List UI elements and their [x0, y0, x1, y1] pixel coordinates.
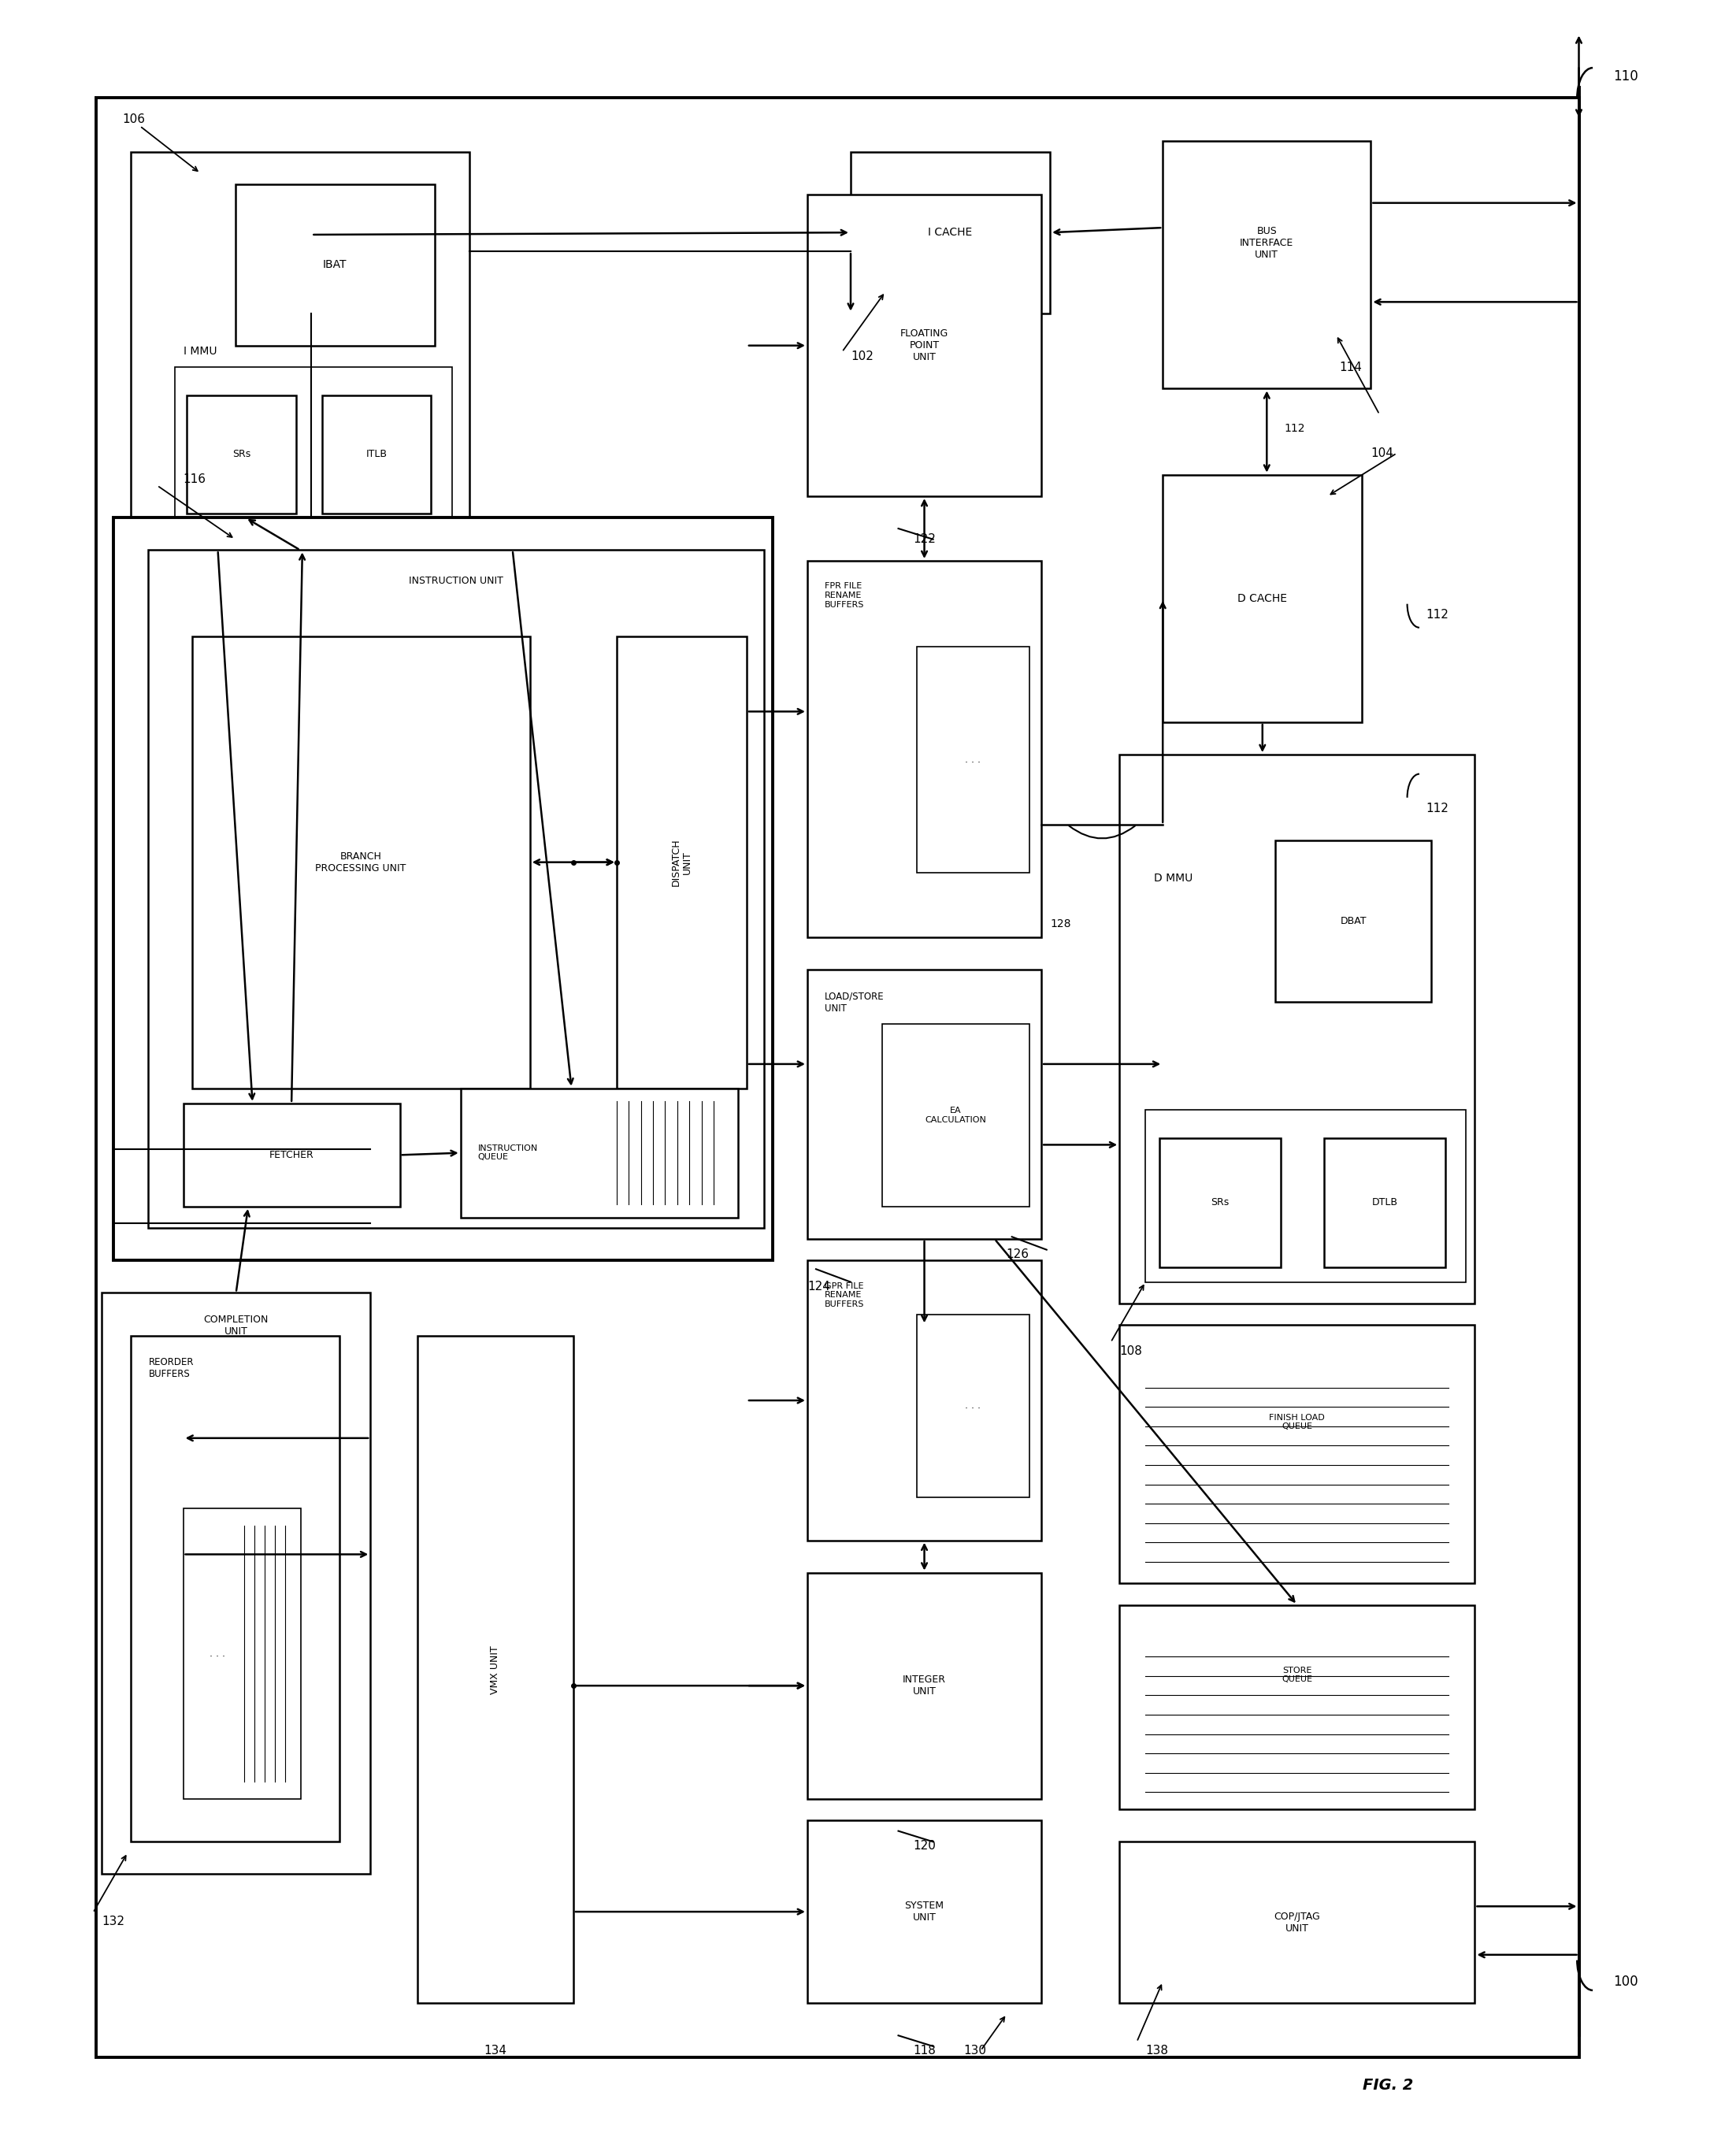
- Text: SRs: SRs: [1210, 1198, 1229, 1207]
- Bar: [1163, 140, 1371, 388]
- Text: D MMU: D MMU: [1154, 873, 1193, 884]
- Text: 114: 114: [1340, 362, 1363, 373]
- Text: 112: 112: [1285, 422, 1305, 433]
- Bar: [460, 1088, 738, 1218]
- Text: I MMU: I MMU: [182, 345, 217, 356]
- Bar: [115, 517, 773, 1261]
- Text: . . .: . . .: [965, 754, 981, 765]
- Text: BRANCH
PROCESSING UNIT: BRANCH PROCESSING UNIT: [316, 851, 406, 873]
- Text: 104: 104: [1371, 448, 1394, 459]
- Bar: [1325, 1138, 1446, 1267]
- Text: 134: 134: [484, 2045, 507, 2056]
- Bar: [807, 1821, 1042, 2004]
- Text: DBAT: DBAT: [1340, 916, 1366, 927]
- Text: 118: 118: [913, 2045, 936, 2056]
- Text: ITLB: ITLB: [366, 448, 387, 459]
- Bar: [1120, 1843, 1476, 2004]
- Text: 124: 124: [807, 1280, 830, 1293]
- Text: FPR FILE
RENAME
BUFFERS: FPR FILE RENAME BUFFERS: [825, 582, 865, 608]
- Text: SRs: SRs: [233, 448, 250, 459]
- Bar: [132, 1336, 339, 1843]
- Bar: [321, 394, 431, 513]
- Bar: [132, 151, 469, 550]
- Bar: [807, 560, 1042, 937]
- Text: FLOATING
POINT
UNIT: FLOATING POINT UNIT: [901, 328, 948, 362]
- Text: 138: 138: [1146, 2045, 1168, 2056]
- Text: EA
CALCULATION: EA CALCULATION: [925, 1108, 986, 1123]
- Text: 122: 122: [913, 534, 936, 545]
- Text: 126: 126: [1007, 1248, 1029, 1261]
- Text: 108: 108: [1120, 1345, 1142, 1358]
- Text: INSTRUCTION
QUEUE: INSTRUCTION QUEUE: [477, 1144, 538, 1162]
- Text: COMPLETION
UNIT: COMPLETION UNIT: [203, 1315, 269, 1336]
- Bar: [1163, 474, 1363, 722]
- Bar: [807, 970, 1042, 1239]
- Text: . . .: . . .: [965, 1401, 981, 1412]
- Text: 110: 110: [1613, 69, 1639, 84]
- Bar: [97, 97, 1578, 2058]
- Bar: [1160, 1138, 1281, 1267]
- Text: LOAD/STORE
UNIT: LOAD/STORE UNIT: [825, 991, 884, 1013]
- Bar: [1120, 1605, 1476, 1810]
- Text: DISPATCH
UNIT: DISPATCH UNIT: [670, 838, 693, 886]
- Text: STORE
QUEUE: STORE QUEUE: [1281, 1666, 1312, 1683]
- Bar: [149, 550, 764, 1228]
- Text: REORDER
BUFFERS: REORDER BUFFERS: [149, 1358, 194, 1379]
- Text: SYSTEM
UNIT: SYSTEM UNIT: [904, 1901, 944, 1922]
- Bar: [1276, 840, 1432, 1002]
- Bar: [1146, 1110, 1467, 1282]
- Bar: [851, 151, 1050, 312]
- Text: 106: 106: [123, 114, 146, 125]
- Text: 132: 132: [102, 1916, 125, 1927]
- Bar: [1120, 754, 1476, 1304]
- Bar: [102, 1293, 370, 1875]
- Bar: [917, 1315, 1029, 1498]
- Bar: [191, 636, 529, 1088]
- Bar: [1120, 1325, 1476, 1584]
- Text: IBAT: IBAT: [323, 259, 347, 269]
- Text: INTEGER
UNIT: INTEGER UNIT: [903, 1674, 946, 1696]
- Bar: [807, 1261, 1042, 1541]
- Text: VMX UNIT: VMX UNIT: [490, 1644, 500, 1694]
- Bar: [882, 1024, 1029, 1207]
- Text: 116: 116: [182, 474, 207, 485]
- Bar: [417, 1336, 573, 2004]
- Bar: [186, 394, 295, 513]
- Bar: [807, 194, 1042, 496]
- Text: . . .: . . .: [208, 1649, 226, 1659]
- Bar: [175, 366, 451, 528]
- Text: D CACHE: D CACHE: [1238, 593, 1288, 603]
- Text: INSTRUCTION UNIT: INSTRUCTION UNIT: [410, 575, 503, 586]
- Text: FETCHER: FETCHER: [269, 1151, 314, 1159]
- Bar: [616, 636, 746, 1088]
- Text: 112: 112: [1427, 802, 1450, 815]
- Bar: [807, 1573, 1042, 1799]
- Text: 128: 128: [1050, 918, 1071, 929]
- Text: BUS
INTERFACE
UNIT: BUS INTERFACE UNIT: [1240, 226, 1293, 261]
- Text: I CACHE: I CACHE: [929, 226, 972, 237]
- Text: FIG. 2: FIG. 2: [1363, 2077, 1413, 2093]
- Bar: [234, 183, 434, 345]
- Bar: [182, 1508, 300, 1799]
- Text: GPR FILE
RENAME
BUFFERS: GPR FILE RENAME BUFFERS: [825, 1282, 865, 1308]
- Text: 100: 100: [1613, 1974, 1639, 1989]
- Text: COP/JTAG
UNIT: COP/JTAG UNIT: [1274, 1911, 1321, 1933]
- Bar: [917, 646, 1029, 873]
- Text: 102: 102: [851, 351, 873, 362]
- Text: DTLB: DTLB: [1371, 1198, 1397, 1207]
- Text: 112: 112: [1427, 608, 1450, 621]
- Bar: [182, 1103, 399, 1207]
- Text: 130: 130: [963, 2045, 986, 2056]
- Text: FINISH LOAD
QUEUE: FINISH LOAD QUEUE: [1269, 1414, 1325, 1431]
- Text: 120: 120: [913, 1840, 936, 1851]
